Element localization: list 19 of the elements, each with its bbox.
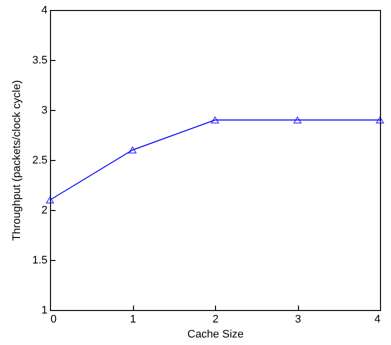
x-tick-label: 2: [212, 314, 219, 326]
y-tick-label: 1.5: [32, 254, 48, 266]
x-tick-label: 3: [294, 314, 302, 326]
x-axis-title: Cache Size: [187, 328, 244, 340]
point: [293, 116, 302, 124]
y-tick-label: 1: [41, 304, 48, 316]
y-axis-title: Throughput (packets/clock cycle): [11, 80, 24, 241]
point: [376, 116, 384, 124]
point: [46, 196, 54, 204]
y-tick-label: 3.5: [32, 54, 48, 66]
y-tick-label: 2: [41, 204, 48, 216]
point: [128, 146, 137, 154]
x-tick-label: 4: [374, 314, 380, 326]
y-tick-label: 3: [41, 104, 48, 116]
point: [210, 116, 220, 124]
y-tick-label: 4: [41, 4, 48, 16]
x-tick-label: 1: [130, 314, 136, 326]
y-tick-label: 2.5: [32, 154, 48, 166]
x-tick-label: 0: [50, 314, 57, 326]
